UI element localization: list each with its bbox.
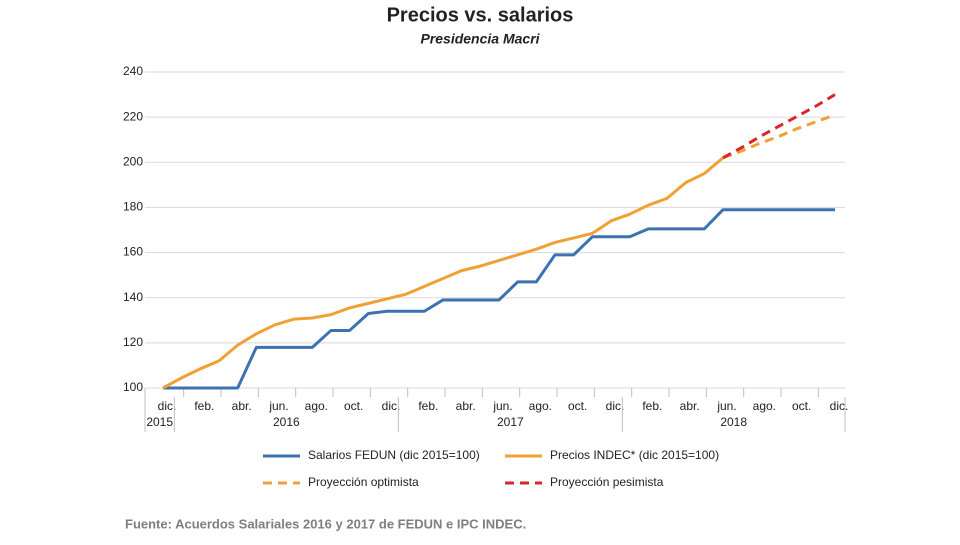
x-tick-label: abr. xyxy=(232,399,252,413)
source-note: Fuente: Acuerdos Salariales 2016 y 2017 … xyxy=(125,516,526,531)
series-line xyxy=(163,208,835,390)
y-tick-label: 180 xyxy=(123,200,143,214)
x-tick-label: ago. xyxy=(753,399,776,413)
x-group-label: 2016 xyxy=(273,415,300,429)
chart-title: Precios vs. salarios xyxy=(387,4,574,26)
x-tick-label: feb. xyxy=(194,399,214,413)
x-tick-label: jun. xyxy=(268,399,288,413)
x-tick-label: oct. xyxy=(344,399,363,413)
x-tick-label: feb. xyxy=(642,399,662,413)
x-tick-label: oct. xyxy=(568,399,587,413)
x-tick-label: abr. xyxy=(456,399,476,413)
x-tick-label: jun. xyxy=(492,399,512,413)
series-line xyxy=(162,156,724,390)
x-tick-label: feb. xyxy=(418,399,438,413)
chart-subtitle: Presidencia Macri xyxy=(420,31,540,47)
series-line xyxy=(722,93,836,160)
y-tick-label: 220 xyxy=(123,109,143,123)
legend-label: Salarios FEDUN (dic 2015=100) xyxy=(308,448,480,462)
x-tick-label: ago. xyxy=(529,399,552,413)
legend-label: Precios INDEC* (dic 2015=100) xyxy=(550,448,719,462)
legend-label: Proyección pesimista xyxy=(550,475,664,489)
x-tick-label: dic. xyxy=(606,399,625,413)
x-tick-label: ago. xyxy=(305,399,328,413)
y-tick-label: 160 xyxy=(123,245,143,259)
x-tick-label: jun. xyxy=(716,399,736,413)
legend-label: Proyección optimista xyxy=(308,475,419,489)
y-tick-label: 120 xyxy=(123,335,143,349)
series-line xyxy=(722,113,836,160)
y-tick-label: 100 xyxy=(123,380,143,394)
y-tick-label: 200 xyxy=(123,154,143,168)
x-group-label: 2018 xyxy=(720,415,747,429)
x-tick-label: dic. xyxy=(830,399,849,413)
y-tick-label: 240 xyxy=(123,64,143,78)
y-tick-label: 140 xyxy=(123,290,143,304)
x-tick-label: dic. xyxy=(158,399,177,413)
x-group-label: 2015 xyxy=(146,415,173,429)
x-tick-label: abr. xyxy=(680,399,700,413)
x-tick-label: oct. xyxy=(792,399,811,413)
x-group-label: 2017 xyxy=(497,415,524,429)
x-tick-label: dic. xyxy=(382,399,401,413)
